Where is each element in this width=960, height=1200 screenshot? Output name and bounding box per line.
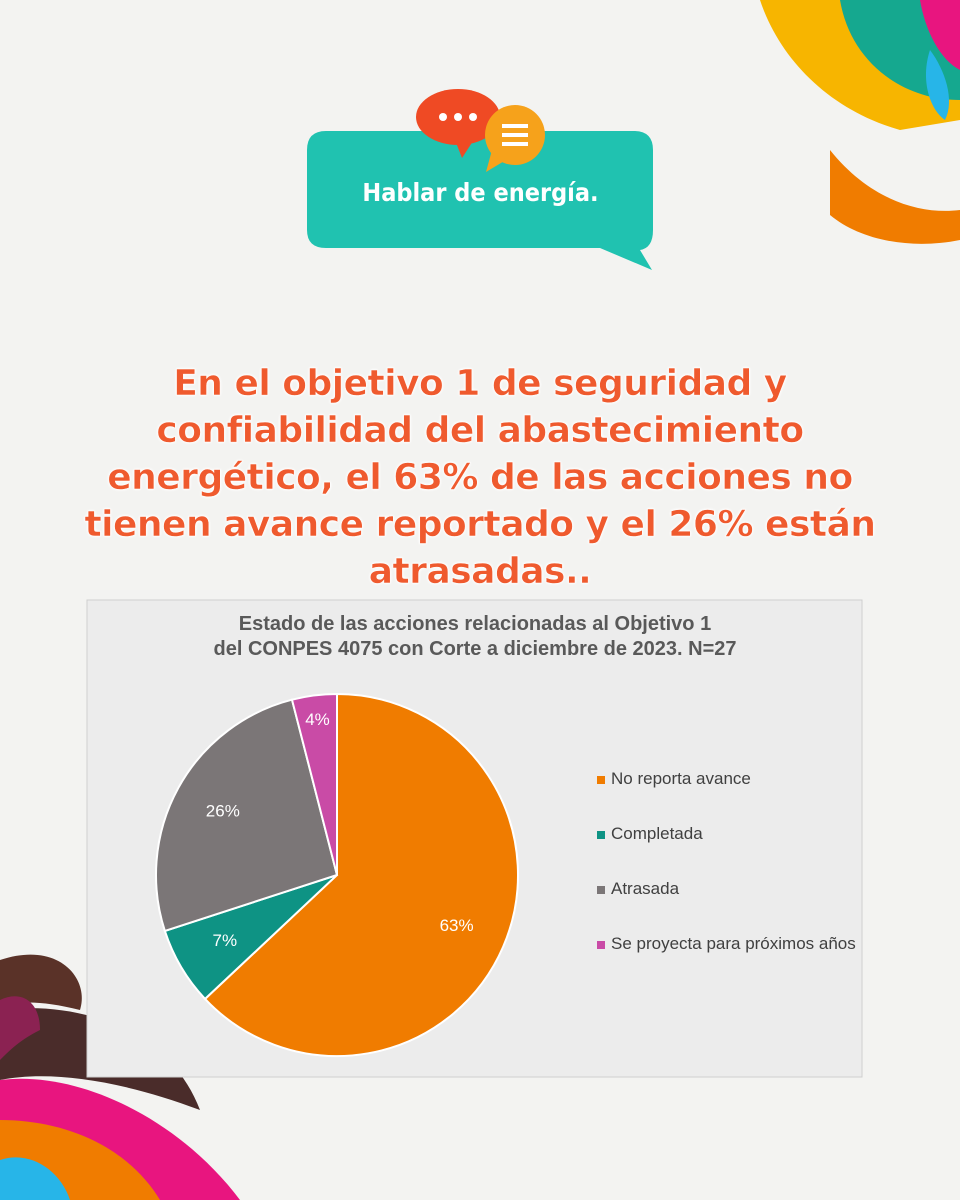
legend: No reporta avance Completada Atrasada Se pr… bbox=[597, 768, 857, 988]
data-label: 26% bbox=[206, 802, 240, 821]
legend-label: Completada bbox=[611, 824, 703, 843]
legend-item: Se proyecta para próximos años bbox=[597, 933, 857, 988]
pie-slice bbox=[290, 692, 338, 876]
legend-swatch bbox=[597, 886, 605, 894]
legend-label: Se proyecta para próximos años bbox=[611, 934, 856, 953]
legend-label: Atrasada bbox=[611, 879, 680, 898]
headline: En el objetivo 1 de seguridad y confiabi… bbox=[84, 363, 876, 593]
data-label: 7% bbox=[213, 931, 238, 950]
legend-label: No reporta avance bbox=[611, 769, 751, 788]
badge-text: Hablar de energía. bbox=[362, 178, 599, 207]
chart-title: Estado de las acciones relacionadas al O… bbox=[213, 613, 736, 660]
legend-item: Atrasada bbox=[597, 878, 857, 933]
data-label: 63% bbox=[440, 916, 474, 935]
legend-swatch bbox=[597, 941, 605, 949]
pie-slice bbox=[155, 698, 339, 933]
data-label: 4% bbox=[305, 710, 330, 729]
legend-item: No reporta avance bbox=[597, 768, 857, 823]
legend-swatch bbox=[597, 776, 605, 784]
legend-item: Completada bbox=[597, 823, 857, 878]
legend-swatch bbox=[597, 831, 605, 839]
pie-slice bbox=[203, 692, 519, 1057]
